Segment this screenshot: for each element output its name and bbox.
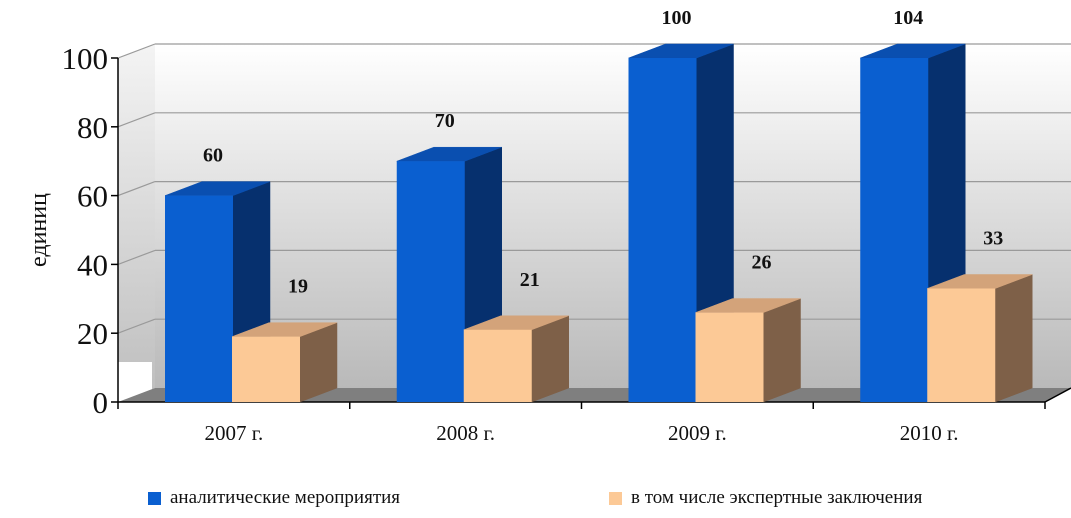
y-tick-label: 80 [77,110,108,145]
gridline [117,43,156,59]
data-label: 60 [203,145,223,167]
bar-expert-front [927,288,996,402]
legend-swatch-expert [609,491,622,505]
data-label: 19 [288,276,308,298]
bar-expert [231,322,338,403]
bar-expert-front [695,312,764,402]
data-label: 21 [520,269,540,291]
legend-item-analytics: аналитические мероприятия [148,486,400,510]
x-tick-label: 2008 г. [436,421,495,445]
x-tick-label: 2010 г. [900,421,959,445]
y-tick-label: 20 [77,316,108,351]
y-tick-label: 40 [77,247,108,282]
legend-item-expert: в том числе экспертные заключения [609,486,922,510]
bar-expert-front [463,329,532,402]
bar-analytics-front [628,58,697,402]
y-axis-label: единиц [26,193,52,267]
bar-analytics [164,181,271,403]
data-label: 26 [752,252,772,274]
gridline [117,249,156,265]
gridline [117,112,156,128]
y-tick-label: 100 [62,41,109,76]
floor [118,388,1071,402]
chart: 0 20 40 60 80 100 2007 г. 2008 г. 2009 г. 2010 г… [26,7,1071,445]
legend-label-expert: в том числе экспертные заключения [631,487,923,508]
data-label: 100 [662,7,692,29]
bar-analytics-front [165,195,233,402]
floor-right-edge [1044,387,1071,403]
x-tick-label: 2007 г. [205,421,264,445]
bar-expert [463,315,569,403]
side-wall [118,44,155,402]
bar-analytics-front [396,161,465,402]
bar-expert-side [995,274,1033,403]
bar-expert [695,298,801,403]
bar-analytics-front [860,58,929,402]
y-tick-label: 60 [77,179,108,214]
bar-expert [927,274,1033,403]
bar-expert-side [531,315,569,403]
legend-label-analytics: аналитические мероприятия [170,487,401,508]
data-label: 70 [435,110,455,132]
data-label: 33 [983,227,1003,249]
legend-swatch-analytics [148,491,161,505]
bar-expert-side [763,298,801,403]
gridline [117,318,156,334]
x-tick-label: 2009 г. [668,421,727,445]
bar-expert-front [232,336,300,402]
back-wall [155,44,1071,388]
data-label: 104 [893,7,923,29]
gridline [117,181,156,197]
y-tick-label: 0 [93,385,109,420]
